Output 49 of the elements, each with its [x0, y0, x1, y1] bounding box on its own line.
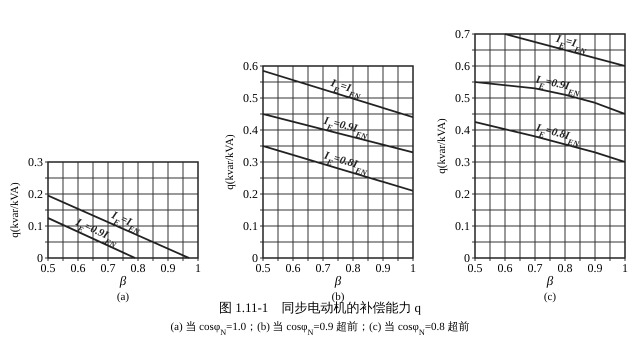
y-tick-label: 0.3 — [28, 155, 43, 169]
y-tick-label: 0.4 — [243, 123, 258, 137]
x-tick-label: 0.9 — [160, 261, 176, 275]
x-axis-title: β — [546, 273, 554, 288]
x-tick-label: 0.8 — [346, 261, 360, 275]
x-tick-label: 0.9 — [376, 261, 390, 275]
y-tick-label: 0.6 — [243, 59, 258, 73]
x-tick-label: 0.6 — [286, 261, 300, 275]
x-tick-label: 0.8 — [130, 261, 146, 275]
text: (b) — [332, 291, 345, 303]
text: (c) — [544, 291, 556, 303]
y-tick-label: 0.6 — [455, 59, 470, 73]
y-tick-label: 0 — [464, 251, 470, 265]
y-axis-title: q(kvar/kVA) — [224, 134, 236, 190]
x-tick-label: 0.5 — [40, 261, 56, 275]
text: (a) — [116, 291, 130, 303]
y-tick-label: 0.5 — [243, 91, 258, 105]
y-tick-label: 0.2 — [28, 187, 43, 201]
y-axis-title: q(kvar/kVA) — [436, 118, 448, 174]
text: (a) 当 cosφ$_{N}$=1.0；(b) 当 cosφ$_{N}$=0.9 超前；(c) 当 cosφ$_{N}$=0.8 超前 — [170, 321, 470, 336]
y-tick-label: 0.4 — [455, 123, 470, 137]
x-axis-title: β — [118, 273, 127, 288]
y-tick-label: 0 — [252, 251, 258, 265]
y-tick-label: 0.7 — [455, 27, 470, 41]
x-tick-label: 0.9 — [588, 261, 602, 275]
y-tick-label: 0.1 — [28, 219, 43, 233]
x-tick-label: 0.6 — [498, 261, 512, 275]
x-tick-label: 1 — [622, 261, 628, 275]
text: I$_{E}$=0.9I$_{EN}$ — [534, 73, 582, 99]
y-axis-title: q(kvar/kVA) — [9, 182, 21, 238]
x-tick-label: 0.7 — [100, 261, 116, 275]
x-tick-label: 0.7 — [316, 261, 330, 275]
caption: 图 1.11-1 同步电动机的补偿能力 q — [218, 300, 422, 315]
x-tick-label: 0.7 — [528, 261, 542, 275]
y-tick-label: 0.2 — [455, 187, 470, 201]
x-axis-title: β — [334, 273, 342, 288]
y-tick-label: 0.3 — [455, 155, 470, 169]
x-tick-label: 1 — [410, 261, 416, 275]
y-tick-label: 0.5 — [455, 91, 470, 105]
x-tick-label: 1 — [195, 261, 201, 275]
y-tick-label: 0.2 — [243, 187, 258, 201]
x-tick-label: 0.5 — [468, 261, 482, 275]
y-tick-label: 0.1 — [243, 219, 258, 233]
y-tick-label: 0 — [37, 251, 43, 265]
y-tick-label: 0.3 — [243, 155, 258, 169]
x-tick-label: 0.6 — [70, 261, 86, 275]
x-tick-label: 0.5 — [256, 261, 270, 275]
x-tick-label: 0.8 — [558, 261, 572, 275]
y-tick-label: 0.1 — [455, 219, 470, 233]
